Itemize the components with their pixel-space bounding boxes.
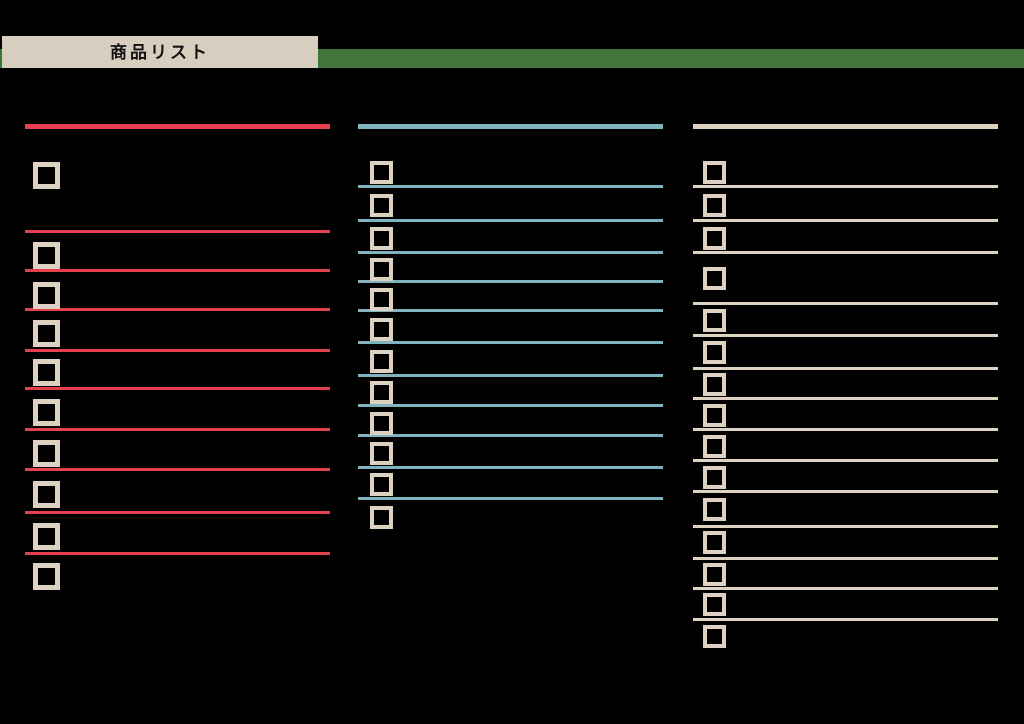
beige-column-checkbox-13[interactable] (703, 563, 726, 586)
beige-column-checkbox-7[interactable] (703, 373, 726, 396)
blue-column-top-rule (358, 124, 663, 129)
beige-column-checkbox-1[interactable] (703, 161, 726, 184)
red-column-checkbox-6[interactable] (33, 399, 60, 426)
blue-column-checkbox-12[interactable] (370, 506, 393, 529)
beige-column-item-underline-4 (693, 302, 998, 305)
beige-column-item-underline-1 (693, 185, 998, 188)
blue-column-checkbox-1[interactable] (370, 161, 393, 184)
red-column-item-underline-4 (25, 349, 330, 352)
beige-column-item-underline-5 (693, 334, 998, 337)
blue-column-checkbox-2[interactable] (370, 194, 393, 217)
beige-column-item-underline-14 (693, 618, 998, 621)
red-column-checkbox-3[interactable] (33, 282, 60, 309)
blue-column-checkbox-10[interactable] (370, 442, 393, 465)
beige-column-checkbox-6[interactable] (703, 341, 726, 364)
beige-column-item-underline-12 (693, 557, 998, 560)
blue-column-item-underline-4 (358, 280, 663, 283)
beige-column-checkbox-15[interactable] (703, 625, 726, 648)
blue-column-checkbox-11[interactable] (370, 473, 393, 496)
blue-column-checkbox-6[interactable] (370, 318, 393, 341)
red-column-item-underline-2 (25, 269, 330, 272)
blue-column-checkbox-7[interactable] (370, 350, 393, 373)
beige-column-item-underline-11 (693, 525, 998, 528)
red-column-checkbox-7[interactable] (33, 440, 60, 467)
red-column-item-underline-8 (25, 511, 330, 514)
red-column-item-underline-5 (25, 387, 330, 390)
red-column-item-underline-3 (25, 308, 330, 311)
red-column-item-underline-9 (25, 552, 330, 555)
blue-column-checkbox-3[interactable] (370, 227, 393, 250)
red-column-item-underline-1 (25, 230, 330, 233)
red-column-checkbox-9[interactable] (33, 523, 60, 550)
beige-column-checkbox-10[interactable] (703, 466, 726, 489)
beige-column-checkbox-8[interactable] (703, 404, 726, 427)
page-title: 商品リスト (110, 42, 210, 62)
beige-column-item-underline-2 (693, 219, 998, 222)
beige-column-checkbox-5[interactable] (703, 309, 726, 332)
blue-column-item-underline-11 (358, 497, 663, 500)
header-tab[interactable]: 商品リスト (2, 36, 318, 68)
red-column-checkbox-4[interactable] (33, 320, 60, 347)
beige-column-checkbox-12[interactable] (703, 531, 726, 554)
blue-column-checkbox-9[interactable] (370, 412, 393, 435)
blue-column-checkbox-8[interactable] (370, 381, 393, 404)
beige-column-item-underline-9 (693, 459, 998, 462)
blue-column-checkbox-5[interactable] (370, 288, 393, 311)
beige-column-checkbox-2[interactable] (703, 194, 726, 217)
beige-column-item-underline-7 (693, 397, 998, 400)
red-column-item-underline-6 (25, 428, 330, 431)
blue-column-item-underline-7 (358, 374, 663, 377)
red-column-checkbox-10[interactable] (33, 563, 60, 590)
red-column-item-underline-7 (25, 468, 330, 471)
beige-column-item-underline-3 (693, 251, 998, 254)
blue-column-item-underline-10 (358, 466, 663, 469)
beige-column-checkbox-3[interactable] (703, 227, 726, 250)
beige-column-checkbox-14[interactable] (703, 593, 726, 616)
red-column-checkbox-2[interactable] (33, 242, 60, 269)
beige-column-item-underline-6 (693, 367, 998, 370)
blue-column-item-underline-3 (358, 251, 663, 254)
beige-column-top-rule (693, 124, 998, 129)
blue-column-item-underline-8 (358, 404, 663, 407)
red-column-top-rule (25, 124, 330, 129)
beige-column-checkbox-11[interactable] (703, 498, 726, 521)
beige-column-checkbox-9[interactable] (703, 435, 726, 458)
blue-column-checkbox-4[interactable] (370, 258, 393, 281)
beige-column-item-underline-13 (693, 587, 998, 590)
blue-column-item-underline-6 (358, 341, 663, 344)
beige-column-item-underline-10 (693, 490, 998, 493)
red-column-checkbox-1[interactable] (33, 162, 60, 189)
beige-column-item-underline-8 (693, 428, 998, 431)
blue-column-item-underline-5 (358, 309, 663, 312)
blue-column-item-underline-9 (358, 434, 663, 437)
blue-column-item-underline-2 (358, 219, 663, 222)
red-column-checkbox-5[interactable] (33, 359, 60, 386)
blue-column-item-underline-1 (358, 185, 663, 188)
beige-column-checkbox-4[interactable] (703, 267, 726, 290)
red-column-checkbox-8[interactable] (33, 481, 60, 508)
